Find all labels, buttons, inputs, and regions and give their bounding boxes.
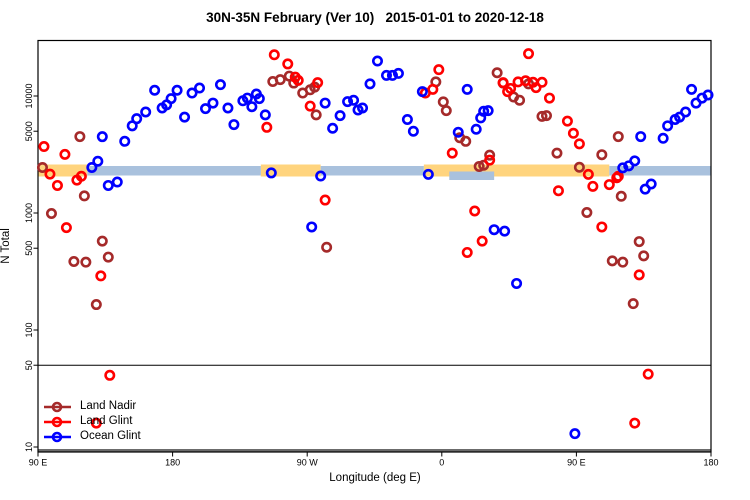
- svg-text:0: 0: [439, 458, 444, 468]
- svg-text:50: 50: [24, 360, 34, 370]
- legend-item-land-nadir: Land Nadir: [43, 399, 141, 414]
- legend-item-land-glint: Land Glint: [43, 414, 141, 429]
- svg-text:5000: 5000: [24, 121, 34, 141]
- page-title: 30N-35N February (Ver 10) 2015-01-01 to …: [206, 10, 544, 25]
- svg-text:90 E: 90 E: [567, 458, 586, 468]
- x-axis-label: Longitude (deg E): [329, 472, 421, 484]
- legend-label-land-nadir: Land Nadir: [80, 400, 137, 412]
- legend: Land Nadir Land Glint Ocean Glint: [43, 399, 141, 444]
- svg-text:10000: 10000: [24, 83, 34, 108]
- svg-text:1000: 1000: [24, 203, 34, 223]
- y-axis-label: N Total: [0, 228, 12, 264]
- svg-text:180: 180: [165, 458, 180, 468]
- legend-label-ocean-glint: Ocean Glint: [80, 430, 141, 442]
- legend-item-ocean-glint: Ocean Glint: [43, 429, 141, 444]
- land-glint-symbol-icon: [44, 416, 71, 427]
- svg-text:90 E: 90 E: [29, 458, 48, 468]
- svg-text:180: 180: [703, 458, 718, 468]
- svg-text:10: 10: [24, 442, 34, 452]
- ocean-glint-symbol-icon: [44, 431, 71, 442]
- svg-text:100: 100: [24, 322, 34, 337]
- land-nadir-symbol-icon: [44, 401, 71, 412]
- legend-label-land-glint: Land Glint: [80, 415, 133, 427]
- svg-text:500: 500: [24, 241, 34, 256]
- svg-text:90 W: 90 W: [297, 458, 319, 468]
